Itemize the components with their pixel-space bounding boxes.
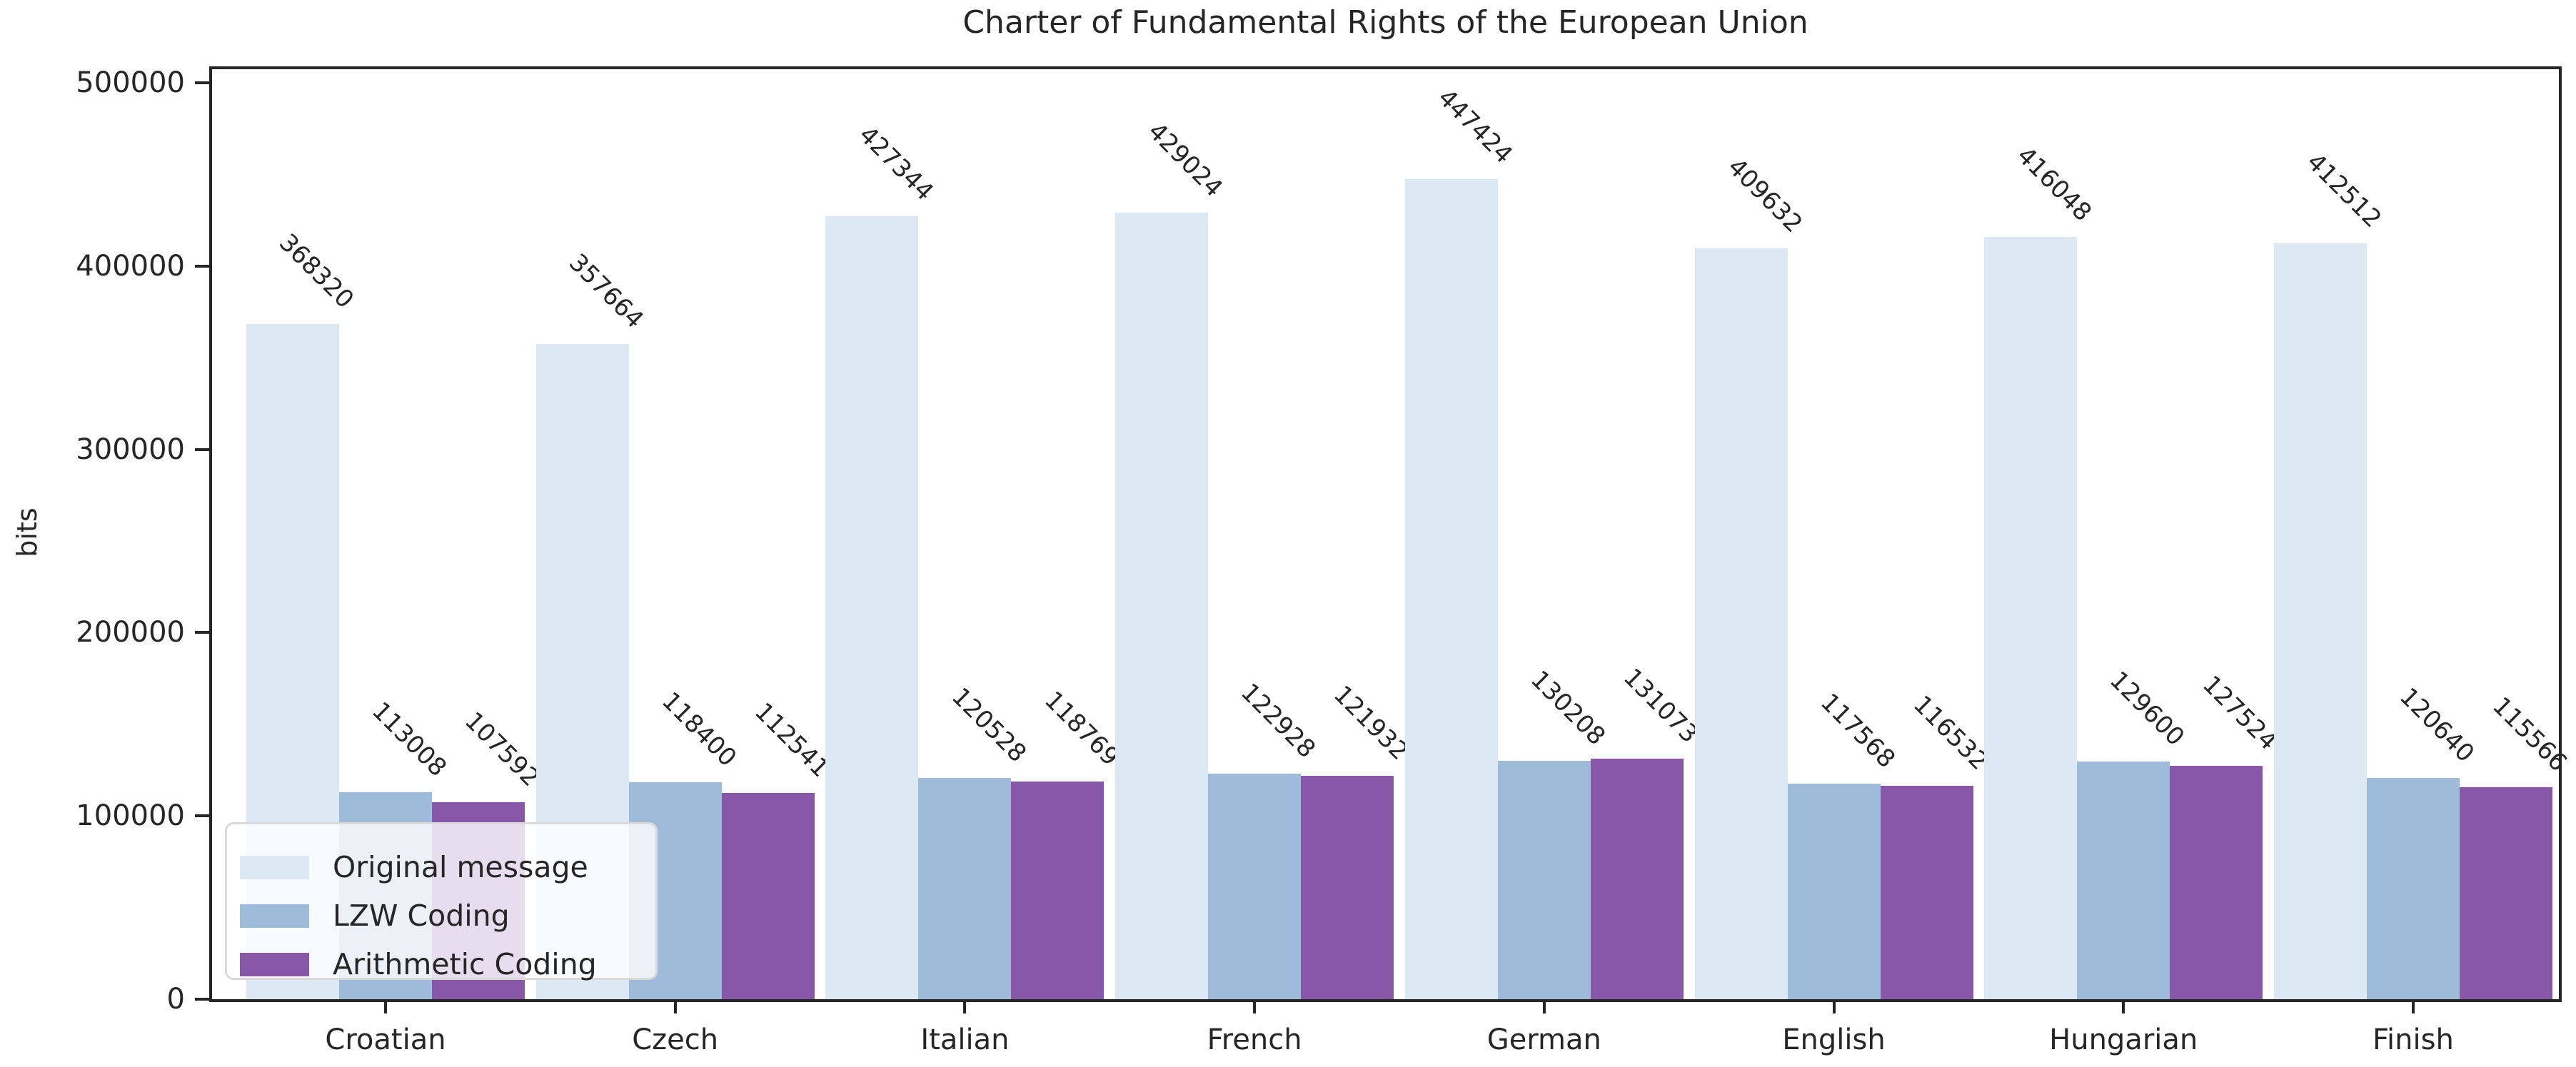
legend-swatch-original-message [240, 855, 309, 879]
x-tick-mark [1253, 999, 1257, 1013]
x-tick-mark [1832, 999, 1836, 1013]
bar-original-message-german [1404, 179, 1498, 999]
y-tick-mark [195, 264, 209, 268]
legend-label: Arithmetic Coding [333, 947, 597, 981]
bar-lzw-coding-hungarian [2077, 762, 2170, 999]
x-tick-label-hungarian: Hungarian [2049, 1023, 2198, 1056]
y-tick-mark [195, 447, 209, 451]
y-tick-mark [195, 998, 209, 1001]
x-tick-mark [1542, 999, 1546, 1013]
x-tick-label-english: English [1782, 1023, 1886, 1056]
chart-title: Charter of Fundamental Rights of the Eur… [962, 4, 1808, 41]
x-tick-label-french: French [1207, 1023, 1302, 1056]
legend-label: LZW Coding [333, 899, 510, 933]
bar-arithmetic-coding-czech [721, 792, 815, 999]
bar-lzw-coding-italian [918, 778, 1012, 999]
x-tick-label-italian: Italian [920, 1023, 1010, 1056]
bar-lzw-coding-french [1208, 774, 1302, 999]
bar-arithmetic-coding-french [1301, 775, 1394, 999]
x-tick-mark [963, 999, 967, 1013]
x-tick-label-croatian: Croatian [325, 1023, 446, 1056]
x-tick-label-czech: Czech [632, 1023, 719, 1056]
y-tick-label: 300000 [76, 433, 185, 466]
legend-item: Arithmetic Coding [240, 946, 630, 983]
x-tick-label-finish: Finish [2372, 1023, 2454, 1056]
bar-lzw-coding-german [1497, 760, 1591, 999]
x-tick-mark [2411, 999, 2415, 1013]
x-tick-mark [673, 999, 677, 1013]
bar-original-message-english [1694, 248, 1788, 999]
x-tick-label-german: German [1486, 1023, 1601, 1056]
y-tick-label: 100000 [76, 799, 185, 833]
legend-item: Original message [240, 849, 630, 886]
legend: Original message LZW Coding Arithmetic C… [225, 822, 658, 983]
y-tick-label: 400000 [76, 249, 185, 283]
y-tick-label: 500000 [76, 66, 185, 99]
bar-arithmetic-coding-italian [1011, 782, 1105, 999]
y-tick-mark [195, 81, 209, 84]
x-tick-mark [384, 999, 387, 1013]
legend-swatch-arithmetic-coding [240, 952, 309, 976]
bar-arithmetic-coding-hungarian [2170, 765, 2263, 999]
y-tick-label: 200000 [76, 616, 185, 649]
bar-original-message-hungarian [1984, 236, 2078, 999]
bar-original-message-finish [2273, 243, 2367, 999]
y-tick-mark [195, 814, 209, 818]
bar-original-message-italian [825, 216, 919, 999]
bar-arithmetic-coding-german [1590, 759, 1684, 999]
y-axis-label: bits [11, 507, 43, 557]
bar-lzw-coding-english [1787, 784, 1881, 999]
y-tick-label: 0 [166, 983, 185, 1016]
y-tick-mark [195, 631, 209, 634]
bar-original-message-french [1115, 213, 1209, 999]
legend-item: LZW Coding [240, 897, 630, 934]
legend-label: Original message [333, 850, 588, 884]
plot-area [209, 66, 2562, 1002]
x-tick-mark [2122, 999, 2125, 1013]
bar-lzw-coding-finish [2366, 778, 2460, 999]
bar-arithmetic-coding-finish [2459, 787, 2552, 999]
legend-swatch-lzw-coding [240, 904, 309, 928]
bar-arithmetic-coding-english [1880, 785, 1973, 999]
